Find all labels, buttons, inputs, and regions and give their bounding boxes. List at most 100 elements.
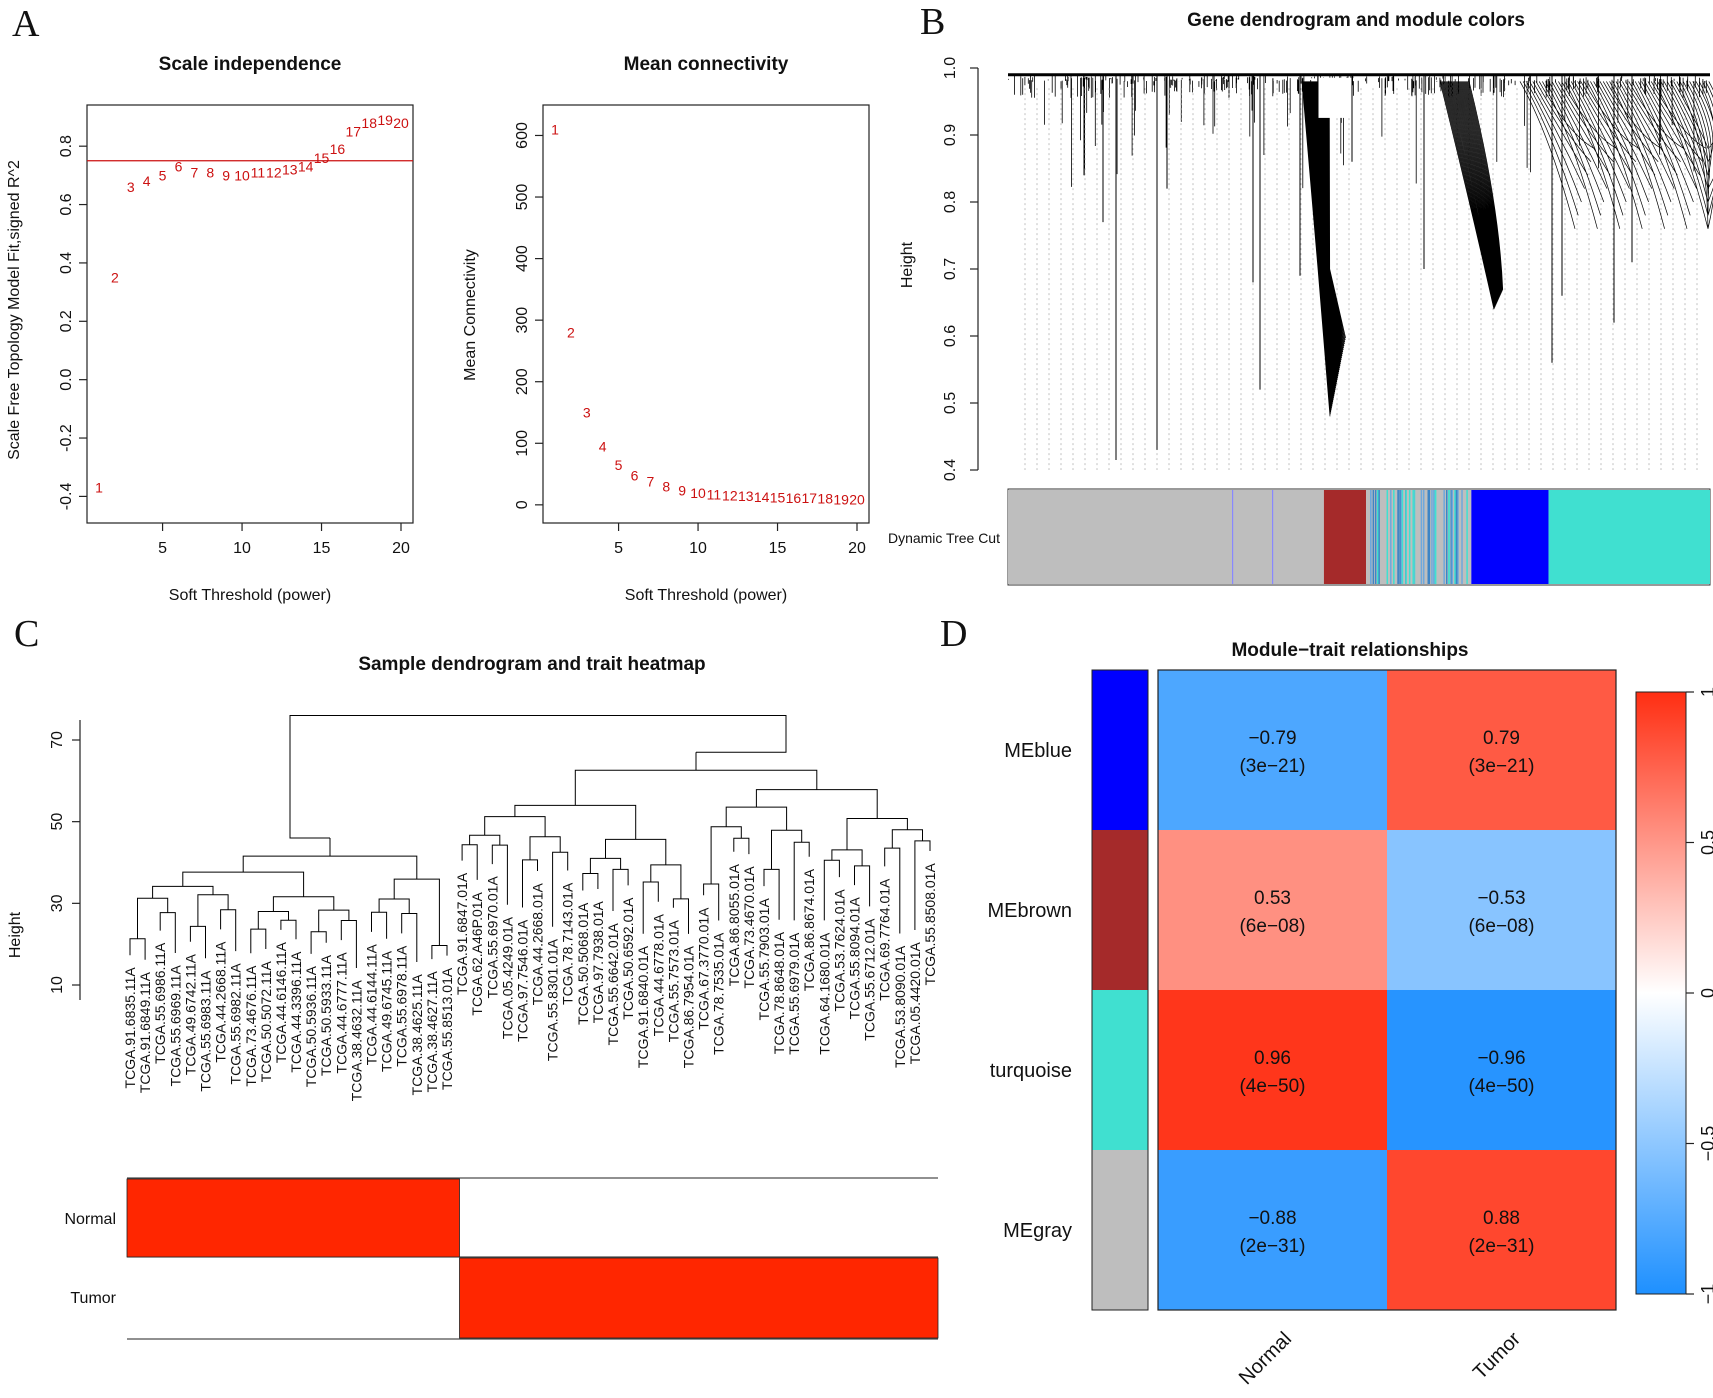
module-color-mixed-stripe xyxy=(1393,490,1395,584)
panel-label-b: B xyxy=(920,1,945,43)
scale-independence-ytick-label: 0.0 xyxy=(58,368,75,390)
mean-connectivity-plot-frame xyxy=(542,104,870,524)
heatmap-cell-pvalue: (4e−50) xyxy=(1468,1076,1534,1097)
module-color-mixed-stripe xyxy=(1372,490,1375,584)
scale-independence-point-label: 7 xyxy=(190,164,198,180)
module-color-swatch xyxy=(1092,830,1148,990)
mean-connectivity-point-label: 12 xyxy=(722,488,738,504)
heatmap-cell xyxy=(1387,990,1616,1150)
sample-label: TCGA.91.6847.01A xyxy=(454,872,470,995)
gene-dendrogram-title: Gene dendrogram and module colors xyxy=(1187,10,1525,31)
module-color-mixed-stripe xyxy=(1412,490,1414,584)
mean-connectivity-point-label: 18 xyxy=(817,491,833,507)
colorbar-tick-label: 1 xyxy=(1698,687,1713,697)
sample-label: TCGA.91.6849.11A xyxy=(137,971,153,1093)
module-color-mixed-stripe xyxy=(1386,490,1389,584)
scale-independence-point-label: 2 xyxy=(111,270,119,286)
module-color-mixed xyxy=(1366,490,1472,584)
module-color-mixed-stripe xyxy=(1461,490,1463,584)
module-color-mixed-stripe xyxy=(1399,490,1401,584)
mean-connectivity-ylabel: Mean Connectivity xyxy=(462,249,479,381)
scale-independence-xlabel: Soft Threshold (power) xyxy=(169,587,331,604)
module-color-mixed-stripe xyxy=(1422,490,1425,584)
heatmap-column-label: Tumor xyxy=(1469,1328,1525,1384)
mean-connectivity-point-label: 13 xyxy=(738,488,754,504)
sample-label: TCGA.50.6592.01A xyxy=(620,897,636,1020)
scale-independence-point-label: 14 xyxy=(298,159,314,175)
trait-label-tumor: Tumor xyxy=(70,1290,116,1307)
sample-label: TCGA.97.7546.01A xyxy=(515,919,531,1042)
mean-connectivity-point-label: 5 xyxy=(615,457,623,473)
mean-connectivity-point-label: 19 xyxy=(833,491,849,507)
panel-label-c: C xyxy=(14,613,39,655)
module-color-mixed-stripe xyxy=(1457,490,1459,584)
mean-connectivity-point-label: 14 xyxy=(754,489,770,505)
heatmap-cell xyxy=(1158,670,1387,830)
gene-dendrogram-gap xyxy=(1318,77,1352,118)
sample-label: TCGA.38.4627.11A xyxy=(424,971,440,1093)
sample-label: TCGA.55.8513.01A xyxy=(439,967,455,1090)
scale-independence-ytick-label: 0.2 xyxy=(58,310,75,332)
module-color-mixed-stripe xyxy=(1451,490,1454,584)
module-color-mixed-stripe xyxy=(1427,490,1430,584)
mean-connectivity-point-label: 3 xyxy=(583,405,591,421)
mean-connectivity-title: Mean connectivity xyxy=(624,54,789,75)
gene-dendrogram-ytick-label: 0.7 xyxy=(942,258,959,280)
sample-label: TCGA.55.6979.01A xyxy=(786,932,802,1055)
module-color-swatch xyxy=(1092,670,1148,830)
sample-label: TCGA.55.7573.01A xyxy=(665,919,681,1042)
scale-independence-xtick-label: 5 xyxy=(158,540,167,557)
sample-label: TCGA.50.5933.11A xyxy=(318,954,334,1076)
module-color-mixed-stripe xyxy=(1455,490,1458,584)
sample-label: TCGA.64.1680.01A xyxy=(816,932,832,1055)
module-color-mixed-stripe xyxy=(1466,490,1468,584)
mean-connectivity-ytick-label: 400 xyxy=(514,245,531,272)
heatmap-cell-pvalue: (3e−21) xyxy=(1239,756,1305,777)
gene-dendrogram-long-branches xyxy=(1083,74,1633,460)
mean-connectivity-point-label: 7 xyxy=(646,473,654,489)
heatmap-cell-value: −0.79 xyxy=(1248,728,1296,749)
mean-connectivity-ytick-label: 100 xyxy=(514,430,531,457)
gene-dendrogram-gap-edges xyxy=(1317,74,1353,162)
module-color-mixed-stripe xyxy=(1397,490,1399,584)
heatmap-cell-pvalue: (3e−21) xyxy=(1468,756,1534,777)
mean-connectivity-point-label: 15 xyxy=(770,489,786,505)
scale-independence-ytick-label: 0.4 xyxy=(58,252,75,274)
scale-independence-point-label: 3 xyxy=(127,179,135,195)
module-color-swatch xyxy=(1092,1150,1148,1310)
scale-independence-point-label: 4 xyxy=(143,173,151,189)
mean-connectivity-point-label: 8 xyxy=(662,478,670,494)
sample-dendrogram-title: Sample dendrogram and trait heatmap xyxy=(358,654,705,675)
module-color-mixed-stripe xyxy=(1443,490,1445,584)
module-trait-title: Module−trait relationships xyxy=(1231,640,1468,661)
sample-label: TCGA.05.4249.01A xyxy=(499,916,515,1039)
module-color-mixed-stripe xyxy=(1434,490,1437,584)
module-color-mixed-stripe xyxy=(1431,490,1433,584)
mean-connectivity-ytick-label: 200 xyxy=(514,368,531,395)
colorbar-tick-label: 0 xyxy=(1698,988,1713,998)
heatmap-cell-value: 0.53 xyxy=(1254,888,1291,909)
module-color-mixed-stripe xyxy=(1400,490,1403,584)
sample-label: TCGA.55.6986.11A xyxy=(152,942,168,1064)
module-color-mixed-stripe xyxy=(1408,490,1411,584)
heatmap-cell-value: −0.53 xyxy=(1477,888,1525,909)
sample-dendrogram-ytick-label: 30 xyxy=(49,894,66,912)
mean-connectivity-point-label: 9 xyxy=(678,483,686,499)
sample-label: TCGA.38.4625.11A xyxy=(409,974,425,1096)
sample-label: TCGA.49.6745.11A xyxy=(379,950,395,1072)
scale-independence-point-label: 11 xyxy=(251,164,266,180)
heatmap-cell xyxy=(1158,830,1387,990)
sample-label: TCGA.44.6778.01A xyxy=(650,913,666,1036)
scale-independence-xtick-label: 20 xyxy=(392,540,410,557)
sample-label: TCGA.91.6840.01A xyxy=(635,945,651,1068)
module-trait-chart: Module−trait relationships −0.79 (3e−21) 0… xyxy=(988,640,1713,1389)
sample-label: TCGA.55.6642.01A xyxy=(605,923,621,1046)
sample-label: TCGA.55.6978.11A xyxy=(394,945,410,1067)
heatmap-cell-pvalue: (6e−08) xyxy=(1468,916,1534,937)
colorbar xyxy=(1635,691,1687,1295)
sample-label: TCGA.73.4670.01A xyxy=(741,866,757,989)
mean-connectivity-xlabel: Soft Threshold (power) xyxy=(625,587,787,604)
gene-dendrogram-ytick-label: 0.6 xyxy=(942,325,959,347)
heatmap-cell-value: 0.96 xyxy=(1254,1048,1291,1069)
